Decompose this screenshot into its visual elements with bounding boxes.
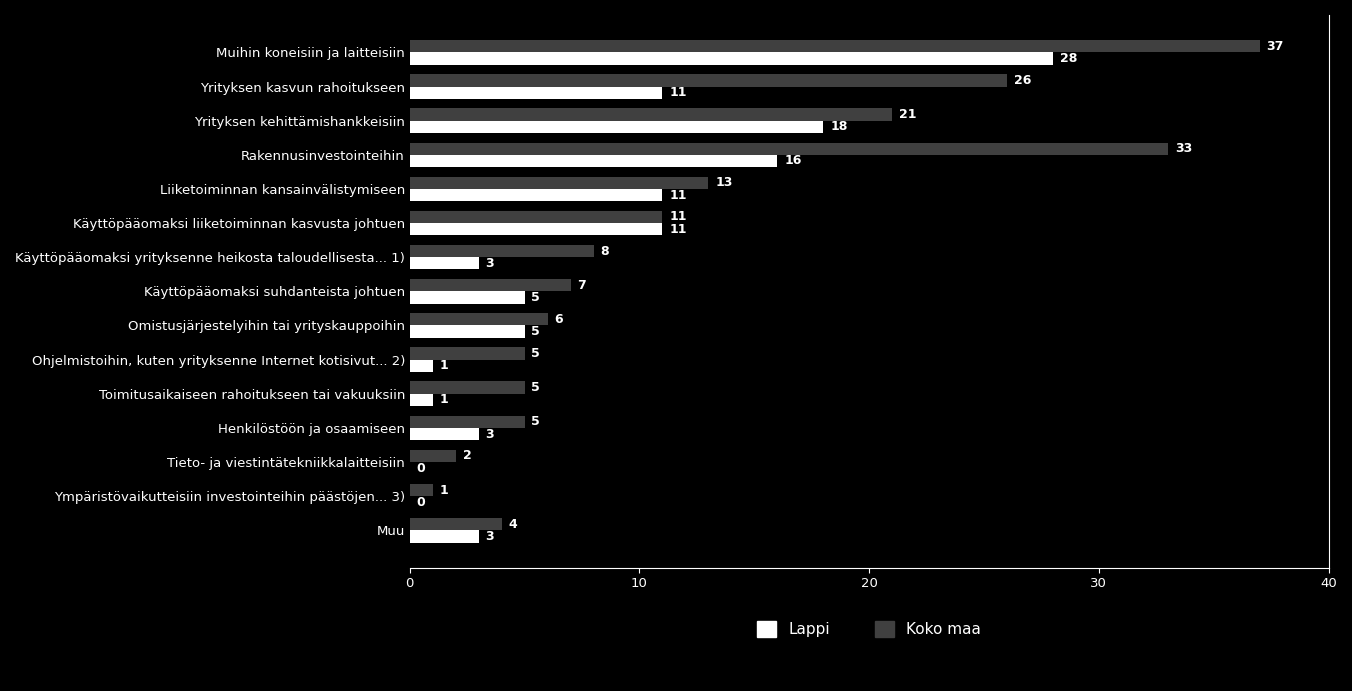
Text: 11: 11 bbox=[669, 189, 687, 202]
Bar bbox=[410, 348, 525, 359]
Text: 2: 2 bbox=[462, 449, 472, 462]
Bar bbox=[410, 292, 525, 303]
Bar bbox=[410, 211, 662, 223]
Text: 13: 13 bbox=[715, 176, 733, 189]
Text: 16: 16 bbox=[784, 155, 802, 167]
Text: 5: 5 bbox=[531, 291, 541, 304]
Bar bbox=[410, 74, 1007, 86]
Text: 8: 8 bbox=[600, 245, 608, 258]
Text: 21: 21 bbox=[899, 108, 917, 121]
Text: 0: 0 bbox=[416, 495, 426, 509]
Text: 5: 5 bbox=[531, 347, 541, 360]
Text: 5: 5 bbox=[531, 325, 541, 338]
Bar bbox=[410, 223, 662, 236]
Text: 4: 4 bbox=[508, 518, 518, 531]
Bar bbox=[410, 189, 662, 201]
Bar bbox=[410, 177, 708, 189]
Bar bbox=[410, 313, 548, 325]
Bar bbox=[410, 40, 1260, 53]
Bar bbox=[410, 484, 433, 496]
Text: 1: 1 bbox=[439, 484, 449, 497]
Bar bbox=[410, 86, 662, 99]
Bar bbox=[410, 530, 479, 542]
Text: 26: 26 bbox=[1014, 74, 1032, 87]
Bar bbox=[410, 394, 433, 406]
Text: 11: 11 bbox=[669, 86, 687, 100]
Bar bbox=[410, 450, 456, 462]
Text: 3: 3 bbox=[485, 428, 495, 441]
Bar bbox=[410, 381, 525, 394]
Text: 3: 3 bbox=[485, 530, 495, 543]
Bar bbox=[410, 53, 1053, 65]
Bar bbox=[410, 428, 479, 440]
Text: 5: 5 bbox=[531, 381, 541, 394]
Text: 6: 6 bbox=[554, 313, 562, 326]
Text: 7: 7 bbox=[577, 278, 587, 292]
Text: 11: 11 bbox=[669, 211, 687, 223]
Bar bbox=[410, 325, 525, 338]
Text: 11: 11 bbox=[669, 223, 687, 236]
Bar bbox=[410, 142, 1168, 155]
Bar bbox=[410, 121, 823, 133]
Bar bbox=[410, 415, 525, 428]
Text: 0: 0 bbox=[416, 462, 426, 475]
Legend: Lappi, Koko maa: Lappi, Koko maa bbox=[757, 621, 982, 637]
Text: 33: 33 bbox=[1175, 142, 1192, 155]
Text: 3: 3 bbox=[485, 257, 495, 270]
Text: 37: 37 bbox=[1267, 40, 1284, 53]
Bar bbox=[410, 257, 479, 269]
Text: 28: 28 bbox=[1060, 52, 1078, 65]
Bar bbox=[410, 108, 892, 121]
Text: 1: 1 bbox=[439, 393, 449, 406]
Bar bbox=[410, 359, 433, 372]
Text: 5: 5 bbox=[531, 415, 541, 428]
Bar bbox=[410, 279, 571, 292]
Bar bbox=[410, 518, 502, 530]
Text: 18: 18 bbox=[830, 120, 848, 133]
Bar bbox=[410, 155, 777, 167]
Bar bbox=[410, 245, 594, 257]
Text: 1: 1 bbox=[439, 359, 449, 372]
